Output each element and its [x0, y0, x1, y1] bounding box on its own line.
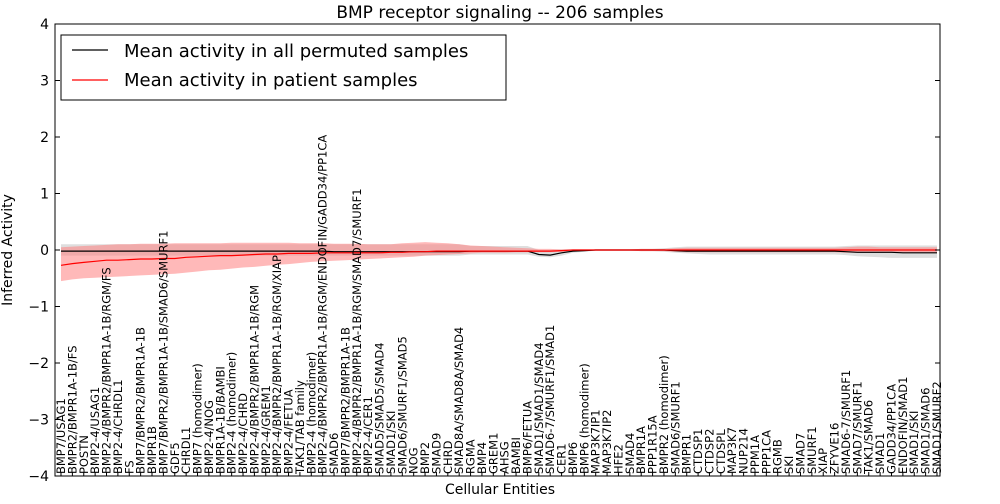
y-tick-label: −1: [28, 300, 49, 316]
x-tick-label: SMAD1/SMAD1/SMAD4: [532, 342, 546, 474]
x-tick-label: CHRDL1: [179, 427, 193, 474]
legend-box: [60, 34, 507, 101]
y-tick-label: 0: [40, 243, 49, 259]
x-tick-label: BMP7/BMPR2/BMPR1A-1B: [134, 327, 148, 474]
x-tick-label: SMAD1/SMAD6: [919, 388, 933, 474]
x-tick-label: CHRD: [441, 440, 455, 474]
y-tick-label: 2: [40, 130, 49, 146]
x-tick-label: PPM1A: [748, 435, 762, 474]
x-tick-label: XIAP: [816, 448, 830, 474]
x-tick-label: CTDSPL: [714, 429, 728, 474]
x-tick-label: SMAD1/SKI: [907, 411, 921, 474]
y-tick-label: −2: [28, 356, 49, 372]
legend-label-permuted: Mean activity in all permuted samples: [124, 41, 468, 62]
x-tick-label: BMP2-4/BMPR2/BMPR1A-1B/RGM/FS: [100, 267, 114, 474]
x-tick-label: RGMA: [464, 439, 478, 474]
y-tick-label: 1: [40, 187, 49, 203]
x-tick-label: SMAD4: [623, 433, 637, 474]
x-tick-label: BMP2-4 (homodimer): [225, 352, 239, 474]
x-tick-label: ENDOFIN/SMAD1: [896, 376, 910, 474]
legend: Mean activity in all permuted samples Me…: [60, 34, 507, 101]
x-tick-label: MAP3K7: [725, 427, 739, 474]
x-tick-label: SMAD6-7/SMURF1/SMAD1: [543, 325, 557, 474]
x-tick-label: BMP2-4/BMPR2/BMPR1A-1B/RGM/ENDOFIN/GADD3…: [316, 135, 330, 474]
x-tick-label: BMPR2/BMPR1A-1B/FS: [65, 345, 79, 474]
legend-label-patient: Mean activity in patient samples: [124, 70, 418, 91]
x-tick-label: SMAD6/SMURF1/SMAD5: [395, 336, 409, 474]
x-tick-label: HFE2: [612, 444, 626, 474]
x-tick-label: BAMBI: [509, 437, 523, 474]
x-tick-label: SMAD9: [429, 433, 443, 474]
x-tick-label: ZFYVE16: [828, 423, 842, 474]
x-tick-label: SMAD1: [873, 433, 887, 474]
x-tick-label: BMP7/USAG1: [54, 398, 68, 474]
x-tick-label: BMP2-4/FETUA: [282, 389, 296, 474]
x-tick-label: PPP1R15A: [646, 415, 660, 474]
x-tick-label: BMP2-4/BMPR2/BMPR1A-1B/RGM: [247, 285, 261, 474]
x-tick-label: BMP2: [418, 442, 432, 474]
x-tick-label: BMP2-4 (homodimer): [304, 352, 318, 474]
band-patient: [61, 242, 937, 282]
x-tick-label: BMP2-4/CER1: [361, 396, 375, 474]
x-tick-label: BMP6/FETUA: [520, 401, 534, 474]
x-tick-label: GREM1: [486, 433, 500, 474]
x-tick-label: POSTN: [77, 435, 91, 474]
x-tick-label: BMP2-4/BMPR2/BMPR1A-1B/RGM/XIAP: [270, 255, 284, 474]
x-tick-label: BMP6 (homodimer): [577, 363, 591, 474]
x-axis-label: Cellular Entities: [445, 482, 555, 498]
x-tick-label: BMP2-4/NOG: [202, 400, 216, 474]
x-tick-label: SMAD7/SMURF1: [850, 381, 864, 474]
x-tick-label: SMAD6/SMURF1: [668, 381, 682, 474]
x-tick-label: BMP7 (homodimer): [191, 363, 205, 474]
x-tick-label: BMPR1A-1B/BAMBI: [213, 366, 227, 474]
x-tick-label: AHSG: [498, 441, 512, 474]
x-tick-label: BMP2-4/CHRD: [236, 393, 250, 474]
x-tick-label: SMAD6: [327, 433, 341, 474]
x-tick-label: SKI: [782, 456, 796, 474]
x-tick-label: RGMB: [771, 439, 785, 474]
x-tick-label: TAK1/SMAD6: [862, 400, 876, 475]
y-tick-label: −3: [28, 413, 49, 429]
x-tick-label: CER1: [555, 443, 569, 474]
x-tick-label: SMAD1/SKI: [384, 411, 398, 474]
x-tick-label: PPP1CA: [759, 430, 773, 474]
x-tick-label: BMP2-4/BMPR2/BMPR1A-1B/RGM/SMAD7/SMURF1: [350, 188, 364, 474]
x-tick-label: BMP7/BMPR2/BMPR1A-1B/SMAD6/SMURF1: [156, 231, 170, 474]
x-tick-label: BMP2-4/USAG1: [88, 387, 102, 474]
x-tick-label: BMP2-4/GREM1: [259, 385, 273, 474]
x-tick-label: CTDSP1: [691, 429, 705, 474]
x-tick-label: BMP2-4/CHRDL1: [111, 379, 125, 474]
y-tick-label: −4: [28, 469, 49, 485]
chart-title: BMP receptor signaling -- 206 samples: [336, 3, 663, 23]
x-tick-label: BMP7/BMPR2/BMPR1A-1B: [338, 327, 352, 474]
x-tick-label: SMURF1: [805, 426, 819, 474]
y-axis-label: Inferred Activity: [0, 194, 16, 306]
y-tick-label: 4: [40, 17, 49, 33]
x-tick-label: SMAD5/SMAD5/SMAD4: [373, 342, 387, 474]
x-tick-label: BMP6: [566, 442, 580, 474]
x-tick-label: GDF5: [168, 442, 182, 474]
series-line-patient: [60, 249, 937, 266]
x-tick-label: BMPR1: [680, 434, 694, 474]
x-tick-label: NOG: [407, 447, 421, 474]
y-tick-label: 3: [40, 74, 49, 90]
x-tick-label: SMAD7: [794, 433, 808, 474]
x-tick-label: GADD34/PP1CA: [885, 384, 899, 474]
x-tick-label: BMPR2 (homodimer): [657, 355, 671, 474]
x-tick-label: MAP3K7IP1: [589, 409, 603, 474]
x-tick-label: SMAD6-7/SMURF1: [839, 370, 853, 474]
x-tick-label: SMAD8A/SMAD8A/SMAD4: [452, 327, 466, 474]
x-tick-label: CTDSP2: [703, 429, 717, 474]
x-tick-label: NUP214: [737, 428, 751, 474]
x-tick-label: SMAD1/SMURF2: [930, 381, 944, 474]
x-tick-label: TAK1/TAB family: [293, 380, 307, 475]
x-tick-label: BMP4: [475, 442, 489, 474]
x-tick-label: MAP3K7IP2: [600, 409, 614, 474]
x-tick-label: BMPR1A: [634, 426, 648, 474]
x-tick-label: FS: [122, 460, 136, 474]
x-tick-label: BMPR1B: [145, 426, 159, 474]
